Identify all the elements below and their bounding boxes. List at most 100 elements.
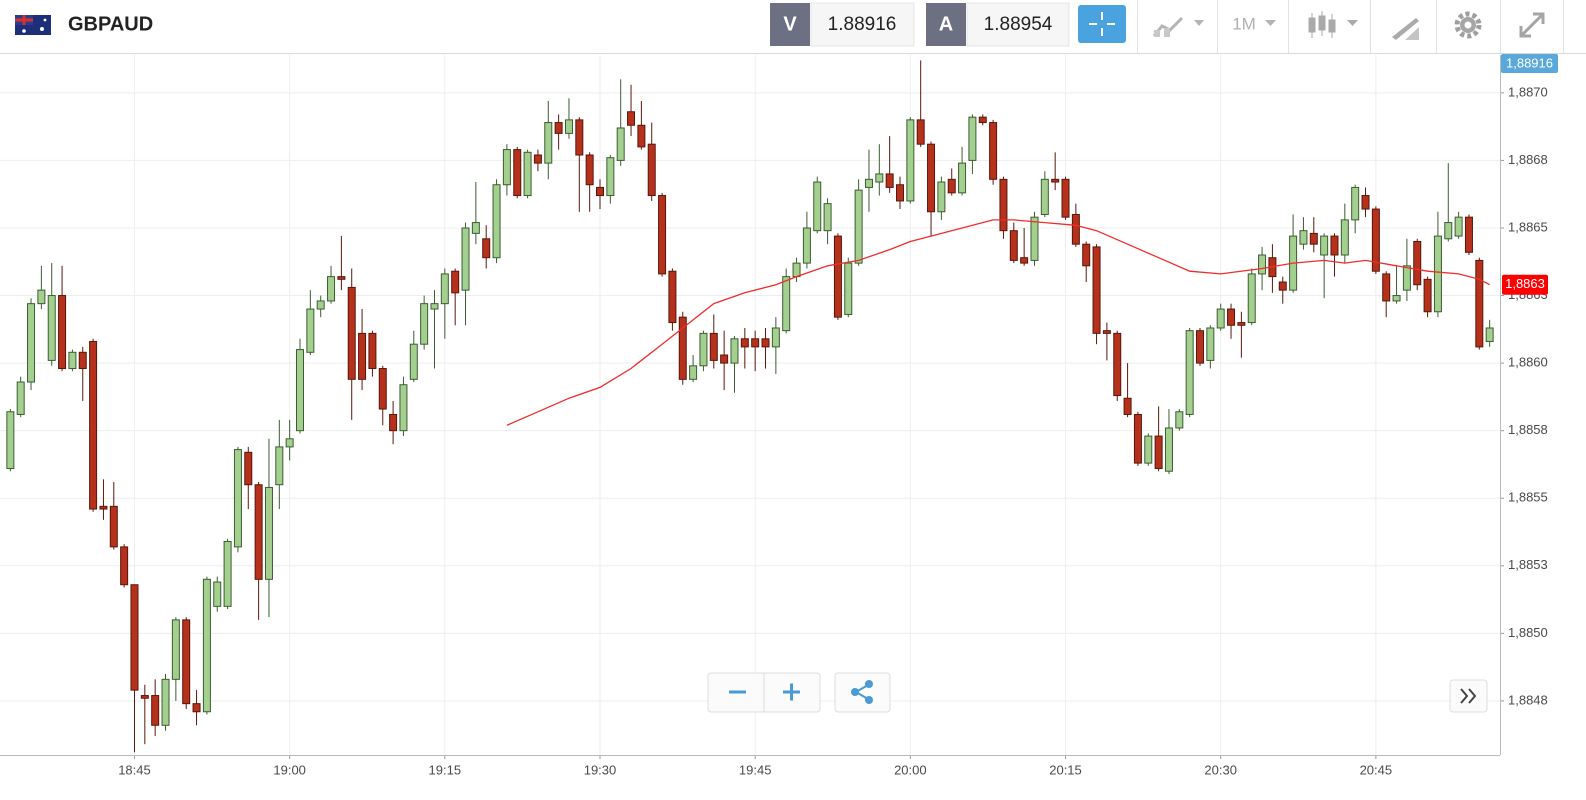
- candle-body: [1020, 257, 1029, 264]
- candle-style-button[interactable]: [1308, 11, 1358, 38]
- buy-button[interactable]: [926, 3, 966, 46]
- candle-body: [875, 173, 884, 183]
- candle-body: [751, 338, 760, 348]
- y-tick-label: 1,8855: [1508, 490, 1548, 505]
- candle-body: [1133, 413, 1142, 464]
- candle-body: [58, 295, 67, 370]
- settings-button[interactable]: [1454, 11, 1482, 39]
- candle-body: [378, 368, 387, 410]
- candle-body: [368, 332, 377, 370]
- candle-body: [502, 149, 511, 186]
- candle-body: [720, 354, 729, 364]
- draw-tool-button[interactable]: [1392, 18, 1419, 40]
- candle-body: [244, 451, 253, 486]
- fullscreen-button[interactable]: [1519, 12, 1545, 38]
- flag-star: [22, 29, 26, 33]
- candle-body: [1392, 295, 1401, 302]
- candle-body: [1320, 235, 1329, 256]
- candle-body: [99, 505, 108, 510]
- candle-body: [678, 316, 687, 380]
- candle-body: [1123, 397, 1132, 415]
- separators: [1137, 0, 1564, 53]
- share-button[interactable]: [834, 672, 891, 713]
- candle-body: [1299, 230, 1308, 245]
- flag-star: [40, 27, 44, 31]
- candle-body: [440, 273, 449, 305]
- y-tick-label: 1,8858: [1508, 422, 1548, 437]
- candle-body: [916, 119, 925, 145]
- candle-body: [1102, 330, 1111, 334]
- sell-price-box[interactable]: [810, 2, 915, 47]
- candle-body: [1464, 216, 1473, 253]
- candle-body: [1206, 327, 1215, 361]
- candle-body: [1309, 232, 1318, 245]
- buy-price-box[interactable]: [966, 2, 1070, 47]
- candle-body: [1144, 435, 1153, 464]
- candle-body: [1330, 235, 1339, 256]
- candle-body: [171, 619, 180, 680]
- candle-body: [37, 289, 46, 305]
- candle-body: [1454, 216, 1463, 237]
- flag-star: [43, 18, 47, 22]
- candle-body: [89, 340, 98, 510]
- crosshair-button[interactable]: [1078, 5, 1126, 43]
- candle-body: [616, 127, 625, 161]
- candle-body: [1227, 308, 1236, 326]
- timeframe: 1M: [1232, 14, 1256, 33]
- candle-body: [316, 300, 325, 310]
- x-tick-label: 19:45: [739, 762, 772, 777]
- candle-body: [1175, 411, 1184, 429]
- candle-body: [606, 157, 615, 197]
- buy-price: 1.88954: [984, 14, 1053, 35]
- symbol: GBPAUD: [68, 13, 153, 35]
- zoom-in-button[interactable]: [783, 683, 800, 701]
- candle-body: [430, 303, 439, 310]
- candle-body: [709, 332, 718, 361]
- sell-price: 1.88916: [828, 14, 897, 35]
- candle-body: [658, 195, 667, 275]
- candle-body: [1371, 208, 1380, 272]
- candle-body: [1040, 178, 1049, 215]
- x-tick-label: 20:45: [1360, 762, 1393, 777]
- candle-body: [958, 162, 967, 194]
- candle-body: [409, 343, 418, 380]
- y-tick-label: 1,8868: [1508, 152, 1548, 167]
- y-tick-label: 1,8865: [1508, 219, 1548, 234]
- candle-body: [151, 695, 160, 726]
- candle-body: [192, 703, 201, 713]
- candle-body: [637, 124, 646, 148]
- candle-body: [275, 446, 284, 486]
- candle-body: [1051, 178, 1060, 183]
- candle-body: [544, 122, 553, 164]
- timeframe-button[interactable]: 1M: [1232, 14, 1276, 33]
- candle-body: [492, 184, 501, 259]
- candle-body: [947, 178, 956, 194]
- candle-body: [327, 276, 336, 302]
- chart-type-button[interactable]: [1152, 16, 1204, 37]
- candle-body: [202, 578, 211, 713]
- candle-body: [296, 349, 304, 432]
- candle-body: [264, 486, 273, 580]
- candle-body: [1340, 219, 1349, 256]
- candle-body: [16, 381, 25, 415]
- candle-body: [223, 540, 232, 607]
- x-tick-label: 19:15: [429, 762, 462, 777]
- candle-body: [1113, 332, 1122, 397]
- candle-body: [854, 189, 863, 264]
- candle-body: [213, 581, 222, 607]
- y-tick-label: 1,8860: [1508, 355, 1548, 370]
- scroll-end-button[interactable]: [1449, 679, 1488, 713]
- y-tick-label: 1,8870: [1508, 84, 1548, 99]
- last-tag-bg: [1502, 274, 1548, 295]
- candle-body: [771, 327, 780, 348]
- candle-body: [564, 119, 573, 134]
- candle-body: [585, 154, 594, 186]
- x-tick-label: 18:45: [118, 762, 151, 777]
- sell-button[interactable]: [770, 3, 810, 46]
- toolbar: GBPAUD V 1.88916 A 1.88954 1M: [0, 0, 1586, 54]
- candle-body: [337, 276, 346, 280]
- candle-body: [1423, 278, 1432, 313]
- candle-body: [844, 262, 853, 315]
